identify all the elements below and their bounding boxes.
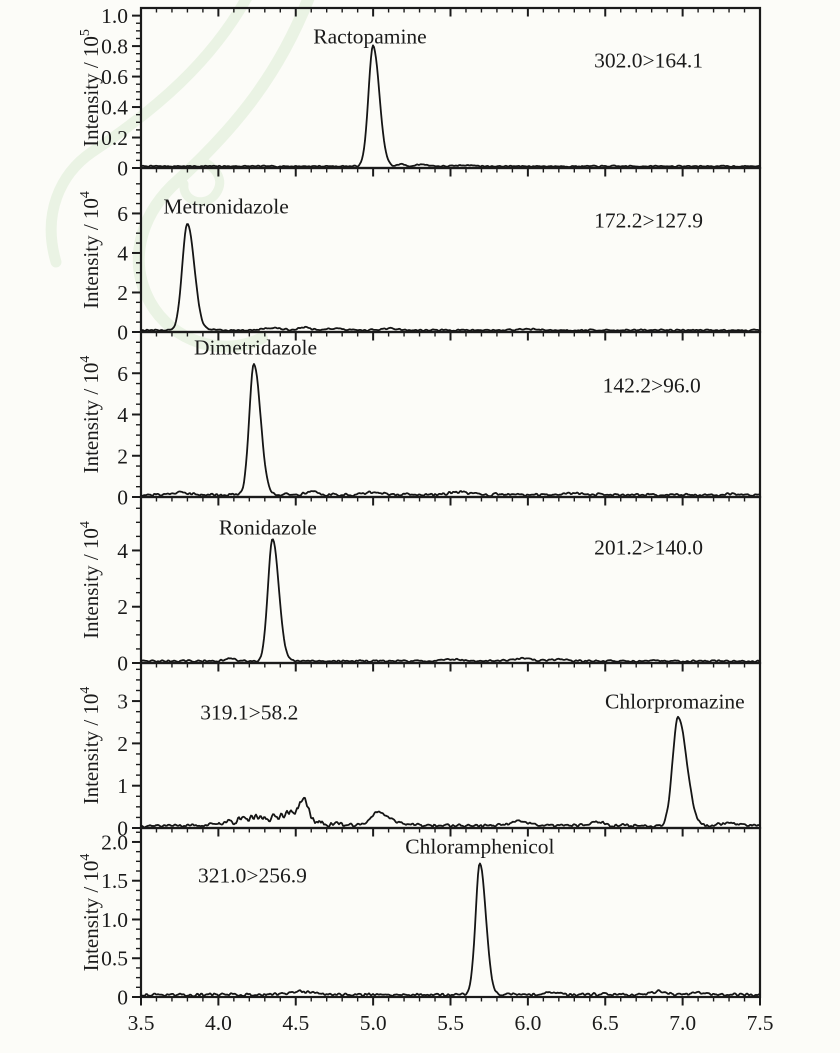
y-axis-title: Intensity / 104 <box>78 687 103 805</box>
y-tick-label: 0 <box>117 652 128 676</box>
compound-label: Chlorpromazine <box>605 690 745 714</box>
x-tick-label: 3.5 <box>128 1011 155 1035</box>
chromatogram-trace <box>140 44 761 169</box>
x-tick-label: 4.0 <box>205 1011 232 1035</box>
x-tick-label: 7.0 <box>669 1011 696 1035</box>
y-tick-label: 0 <box>117 321 128 345</box>
compound-label: Chloramphenicol <box>405 835 554 859</box>
y-tick-label: 0 <box>117 157 128 181</box>
x-tick-label: 4.5 <box>282 1011 309 1035</box>
chromatogram-trace <box>140 538 761 664</box>
x-tick-label: 6.0 <box>514 1011 541 1035</box>
y-tick-label: 1 <box>117 774 128 798</box>
y-tick-label: 0 <box>117 817 128 841</box>
transition-label: 302.0>164.1 <box>594 49 703 73</box>
y-tick-label: 0.6 <box>101 65 128 89</box>
x-axis-ticks <box>140 497 761 506</box>
y-tick-label: 2 <box>117 444 128 468</box>
compound-label: Ronidazole <box>219 516 317 540</box>
y-tick-label: 6 <box>117 202 128 226</box>
y-tick-label: 2 <box>117 595 128 619</box>
transition-label: 321.0>256.9 <box>198 864 307 888</box>
x-tick-label: 6.5 <box>592 1011 619 1035</box>
chromatogram-panel: 0 1 2 3 Intensity / 104 Chlorpromazine 319.1>5… <box>78 661 762 841</box>
chromatogram-panel: 0 2 4 Intensity / 104 Ronidazole 201.2>140.0 <box>78 495 762 676</box>
transition-label: 142.2>96.0 <box>603 374 701 398</box>
y-tick-label: 0 <box>117 986 128 1010</box>
y-tick-label: 2 <box>117 732 128 756</box>
y-tick-label: 3 <box>117 690 128 714</box>
y-tick-label: 0 <box>117 486 128 510</box>
y-tick-label: 4 <box>117 539 128 563</box>
chromatogram-trace <box>140 223 761 333</box>
panel-border <box>139 166 762 334</box>
x-tick-label: 7.5 <box>747 1011 774 1035</box>
transition-label: 201.2>140.0 <box>594 536 703 560</box>
y-axis-title: Intensity / 105 <box>78 29 103 147</box>
y-tick-label: 1.0 <box>101 4 128 28</box>
y-tick-label: 0.5 <box>101 947 128 971</box>
y-axis-title: Intensity / 104 <box>78 521 103 639</box>
y-tick-label: 2.0 <box>101 830 128 854</box>
y-tick-label: 1.0 <box>101 908 128 932</box>
y-tick-label: 0.4 <box>101 96 128 120</box>
compound-label: Metronidazole <box>163 195 288 219</box>
panel-border <box>139 826 762 999</box>
y-tick-label: 0.2 <box>101 126 128 150</box>
y-tick-label: 2 <box>117 281 128 305</box>
x-tick-label: 5.5 <box>437 1011 464 1035</box>
chromatogram-panel: 0 2 4 6 Intensity / 104 Dimetridazole 142.2>96… <box>78 330 762 510</box>
y-axis-title: Intensity / 104 <box>78 191 103 309</box>
x-axis-ticks <box>140 168 761 177</box>
y-tick-label: 4 <box>117 241 128 265</box>
chromatogram-trace <box>140 715 761 829</box>
x-axis-ticks: 3.5 4.0 4.5 5.0 5.5 6.0 6.5 7.0 7.5 <box>128 997 774 1035</box>
chromatogram-trace <box>141 862 761 998</box>
chromatogram-panel: 0 2 4 6 Intensity / 104 Metronidazole 172.2>12… <box>78 166 762 345</box>
x-tick-label: 5.0 <box>360 1011 387 1035</box>
panel-border <box>139 6 762 170</box>
y-tick-label: 6 <box>117 362 128 386</box>
y-axis-title: Intensity / 104 <box>78 854 103 972</box>
transition-label: 319.1>58.2 <box>200 701 298 725</box>
compound-label: Ractopamine <box>313 25 426 49</box>
y-tick-label: 4 <box>117 403 128 427</box>
y-tick-label: 1.5 <box>101 869 128 893</box>
x-axis-ticks <box>140 663 761 672</box>
compound-label: Dimetridazole <box>194 336 317 360</box>
transition-label: 172.2>127.9 <box>594 209 703 233</box>
y-tick-label: 0.8 <box>101 35 128 59</box>
chromatogram-trace <box>140 363 761 498</box>
y-axis-title: Intensity / 104 <box>78 356 103 474</box>
panel-border <box>139 661 762 830</box>
